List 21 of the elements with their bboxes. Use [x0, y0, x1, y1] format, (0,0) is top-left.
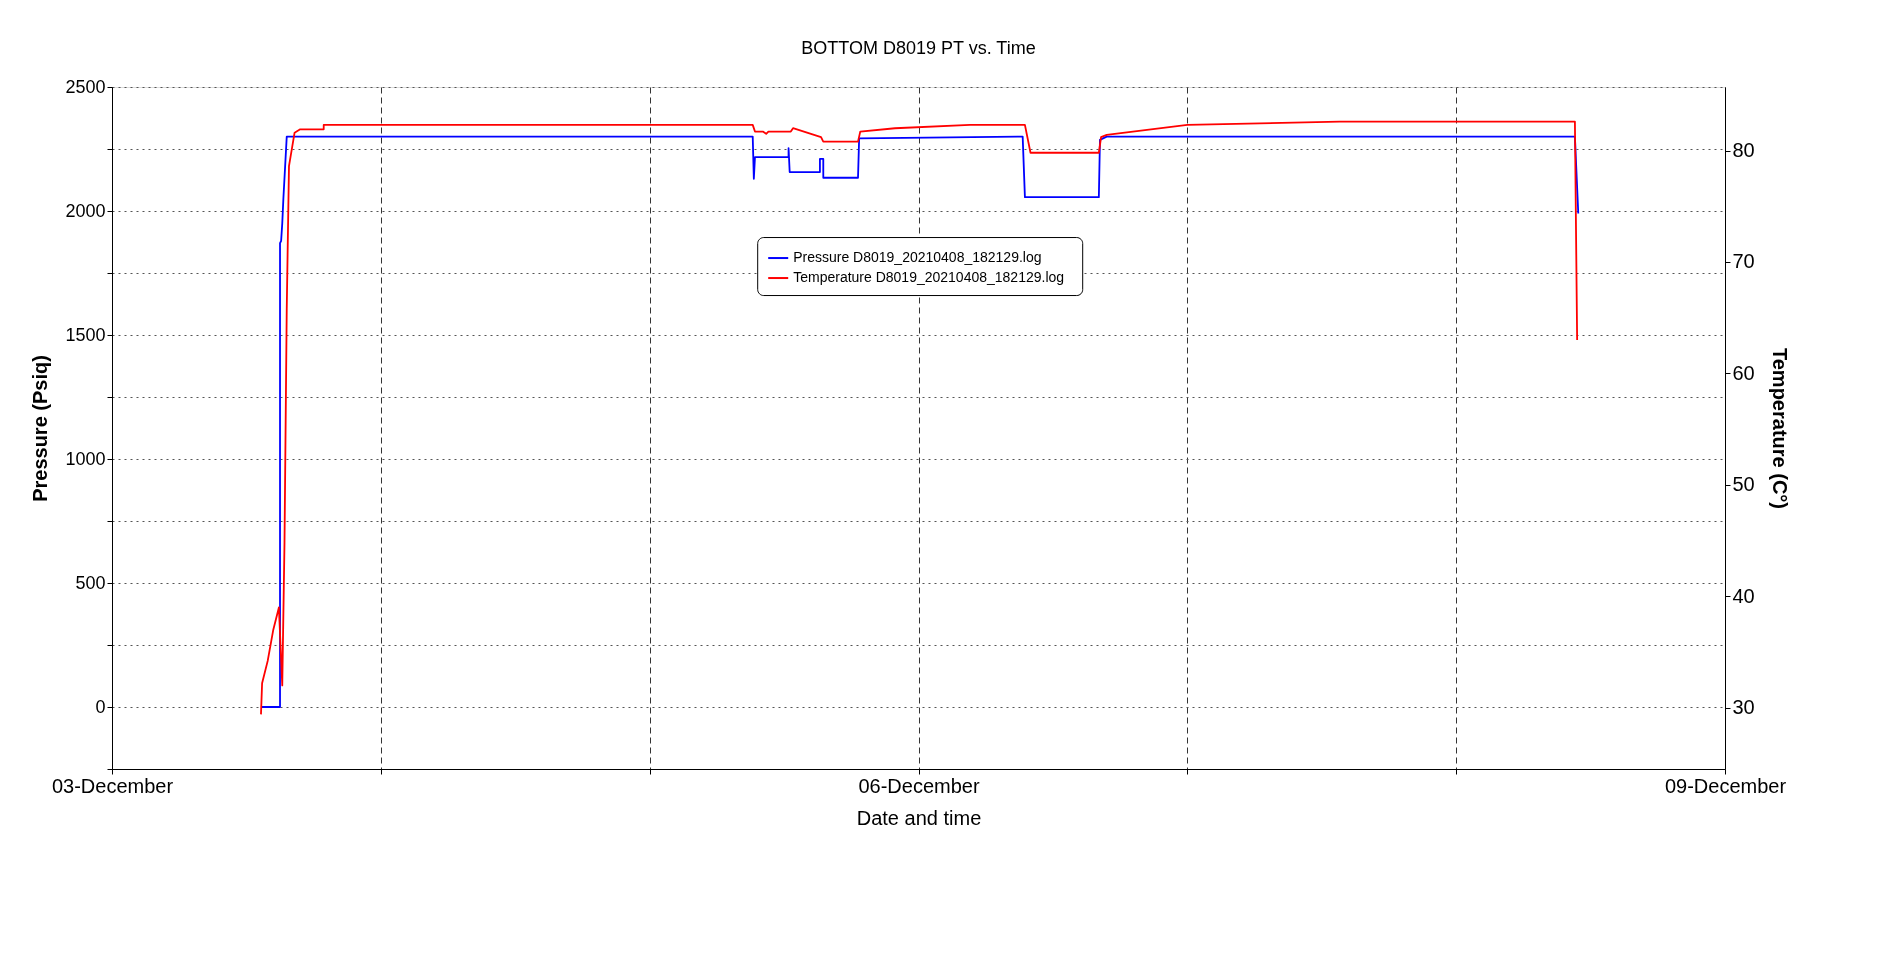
chart-title: BOTTOM D8019 PT vs. Time	[801, 38, 1036, 58]
y-tick-label: 2500	[65, 76, 106, 97]
x-tick-label: 03-December	[51, 774, 174, 797]
x-tick-label: 06-December	[858, 774, 980, 797]
y2-tick-label: 50	[1732, 473, 1755, 496]
y-axis-title: Pressure (Psiq)	[29, 355, 52, 502]
y2-tick-label: 40	[1732, 584, 1755, 607]
y-tick-label: 2000	[65, 200, 106, 221]
legend-label: Pressure D8019_20210408_182129.log	[793, 249, 1042, 266]
y2-tick-label: 30	[1732, 696, 1755, 719]
y-tick-label: 0	[95, 696, 106, 717]
y2-tick-label: 60	[1732, 361, 1755, 384]
y-tick-label: 1000	[65, 448, 106, 469]
y2-tick-label: 70	[1732, 250, 1755, 273]
y-tick-label: 500	[75, 572, 106, 593]
y2-tick-label: 80	[1732, 139, 1755, 162]
y2-axis-title: Temperature (C°)	[1768, 348, 1791, 509]
legend-label: Temperature D8019_20210408_182129.log	[793, 269, 1065, 286]
x-tick-label: 09-December	[1664, 774, 1787, 797]
x-axis-title: Date and time	[856, 806, 982, 829]
y-tick-label: 1500	[65, 324, 106, 345]
